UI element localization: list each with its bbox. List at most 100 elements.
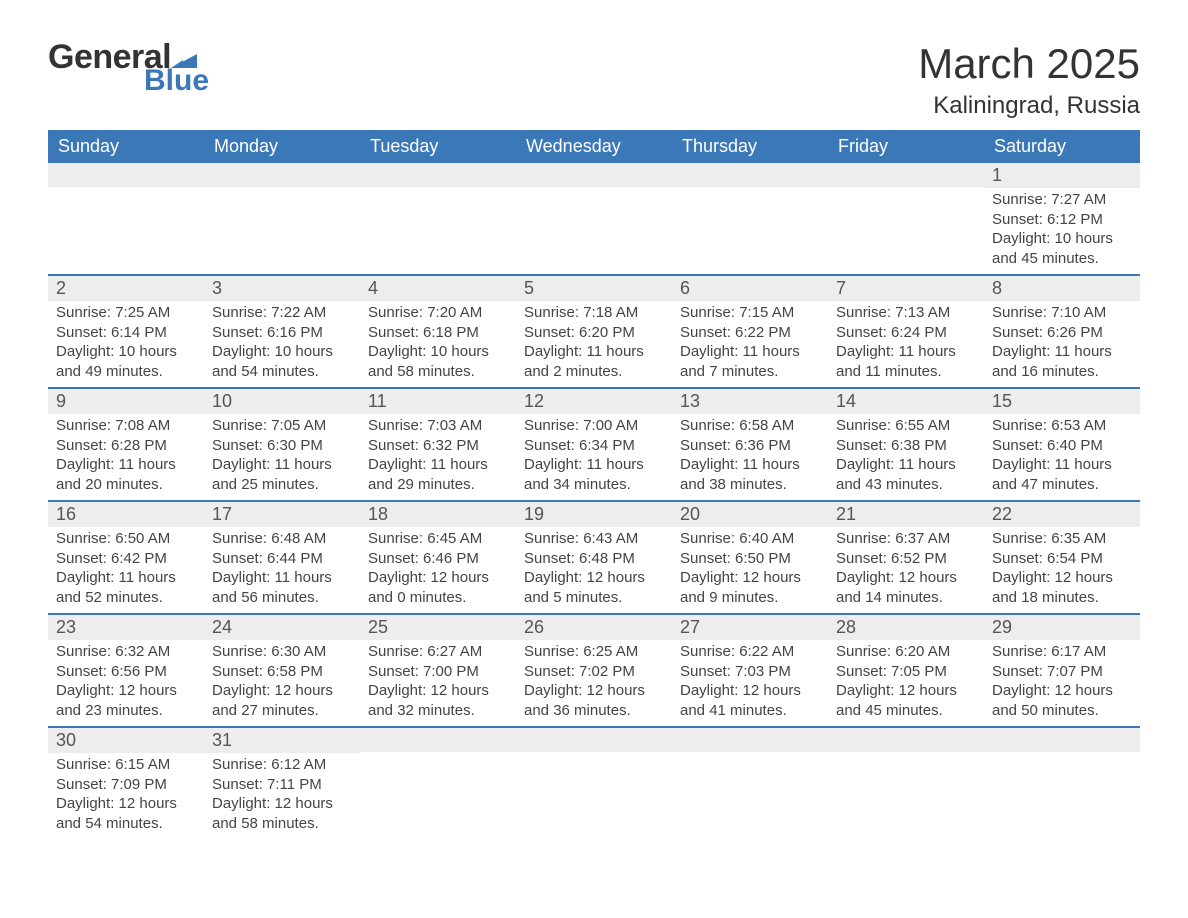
sunset-text: Sunset: 6:46 PM — [368, 549, 508, 569]
day-number: 10 — [204, 389, 360, 414]
daylight-line1: Daylight: 12 hours — [836, 681, 976, 701]
sunrise-text: Sunrise: 7:25 AM — [56, 303, 196, 323]
calendar-day-cell: 8Sunrise: 7:10 AMSunset: 6:26 PMDaylight… — [984, 275, 1140, 388]
calendar-week-row: 9Sunrise: 7:08 AMSunset: 6:28 PMDaylight… — [48, 388, 1140, 501]
daylight-line1: Daylight: 11 hours — [56, 568, 196, 588]
calendar-day-cell: 5Sunrise: 7:18 AMSunset: 6:20 PMDaylight… — [516, 275, 672, 388]
calendar-week-row: 16Sunrise: 6:50 AMSunset: 6:42 PMDayligh… — [48, 501, 1140, 614]
dayheader-monday: Monday — [204, 130, 360, 163]
daylight-line1: Daylight: 12 hours — [992, 681, 1132, 701]
day-body — [516, 752, 672, 832]
day-body: Sunrise: 7:27 AMSunset: 6:12 PMDaylight:… — [984, 188, 1140, 274]
sunrise-text: Sunrise: 7:13 AM — [836, 303, 976, 323]
dayheader-sunday: Sunday — [48, 130, 204, 163]
sunrise-text: Sunrise: 6:30 AM — [212, 642, 352, 662]
day-number — [360, 163, 516, 187]
calendar-day-cell: 6Sunrise: 7:15 AMSunset: 6:22 PMDaylight… — [672, 275, 828, 388]
sunset-text: Sunset: 7:09 PM — [56, 775, 196, 795]
day-body: Sunrise: 6:12 AMSunset: 7:11 PMDaylight:… — [204, 753, 360, 839]
calendar-week-row: 2Sunrise: 7:25 AMSunset: 6:14 PMDaylight… — [48, 275, 1140, 388]
day-body — [204, 187, 360, 267]
day-number: 9 — [48, 389, 204, 414]
calendar-day-cell: 14Sunrise: 6:55 AMSunset: 6:38 PMDayligh… — [828, 388, 984, 501]
day-number: 19 — [516, 502, 672, 527]
sunrise-text: Sunrise: 6:45 AM — [368, 529, 508, 549]
day-number — [828, 163, 984, 187]
sunset-text: Sunset: 6:48 PM — [524, 549, 664, 569]
daylight-line1: Daylight: 11 hours — [56, 455, 196, 475]
day-number — [672, 728, 828, 752]
day-number: 8 — [984, 276, 1140, 301]
daylight-line2: and 58 minutes. — [368, 362, 508, 382]
day-body: Sunrise: 7:15 AMSunset: 6:22 PMDaylight:… — [672, 301, 828, 387]
day-number: 26 — [516, 615, 672, 640]
day-body: Sunrise: 6:30 AMSunset: 6:58 PMDaylight:… — [204, 640, 360, 726]
day-number — [516, 728, 672, 752]
day-body — [984, 752, 1140, 832]
day-number: 4 — [360, 276, 516, 301]
day-body: Sunrise: 6:22 AMSunset: 7:03 PMDaylight:… — [672, 640, 828, 726]
daylight-line1: Daylight: 12 hours — [56, 794, 196, 814]
day-body: Sunrise: 6:55 AMSunset: 6:38 PMDaylight:… — [828, 414, 984, 500]
day-number: 7 — [828, 276, 984, 301]
sunrise-text: Sunrise: 6:43 AM — [524, 529, 664, 549]
sunset-text: Sunset: 6:22 PM — [680, 323, 820, 343]
daylight-line2: and 47 minutes. — [992, 475, 1132, 495]
day-number: 11 — [360, 389, 516, 414]
daylight-line1: Daylight: 12 hours — [212, 681, 352, 701]
calendar-day-cell — [672, 727, 828, 839]
calendar-day-cell — [828, 163, 984, 275]
daylight-line1: Daylight: 11 hours — [368, 455, 508, 475]
sunrise-text: Sunrise: 6:35 AM — [992, 529, 1132, 549]
day-number: 23 — [48, 615, 204, 640]
calendar-day-cell: 20Sunrise: 6:40 AMSunset: 6:50 PMDayligh… — [672, 501, 828, 614]
daylight-line2: and 5 minutes. — [524, 588, 664, 608]
day-number: 13 — [672, 389, 828, 414]
calendar-day-cell: 11Sunrise: 7:03 AMSunset: 6:32 PMDayligh… — [360, 388, 516, 501]
calendar-day-cell — [360, 727, 516, 839]
day-number — [48, 163, 204, 187]
dayheader-tuesday: Tuesday — [360, 130, 516, 163]
sunset-text: Sunset: 6:34 PM — [524, 436, 664, 456]
daylight-line2: and 20 minutes. — [56, 475, 196, 495]
daylight-line1: Daylight: 12 hours — [56, 681, 196, 701]
day-number: 15 — [984, 389, 1140, 414]
daylight-line2: and 11 minutes. — [836, 362, 976, 382]
calendar-day-cell: 3Sunrise: 7:22 AMSunset: 6:16 PMDaylight… — [204, 275, 360, 388]
day-number: 24 — [204, 615, 360, 640]
sunrise-text: Sunrise: 7:08 AM — [56, 416, 196, 436]
sunset-text: Sunset: 6:38 PM — [836, 436, 976, 456]
sunset-text: Sunset: 6:36 PM — [680, 436, 820, 456]
calendar-day-cell: 2Sunrise: 7:25 AMSunset: 6:14 PMDaylight… — [48, 275, 204, 388]
calendar-day-cell: 21Sunrise: 6:37 AMSunset: 6:52 PMDayligh… — [828, 501, 984, 614]
day-body: Sunrise: 7:00 AMSunset: 6:34 PMDaylight:… — [516, 414, 672, 500]
sunset-text: Sunset: 6:52 PM — [836, 549, 976, 569]
calendar-day-cell: 31Sunrise: 6:12 AMSunset: 7:11 PMDayligh… — [204, 727, 360, 839]
calendar-day-cell — [672, 163, 828, 275]
calendar-day-cell: 9Sunrise: 7:08 AMSunset: 6:28 PMDaylight… — [48, 388, 204, 501]
daylight-line2: and 49 minutes. — [56, 362, 196, 382]
sunset-text: Sunset: 6:16 PM — [212, 323, 352, 343]
day-body: Sunrise: 7:18 AMSunset: 6:20 PMDaylight:… — [516, 301, 672, 387]
month-title: March 2025 — [918, 40, 1140, 88]
calendar-day-cell: 19Sunrise: 6:43 AMSunset: 6:48 PMDayligh… — [516, 501, 672, 614]
calendar-day-cell: 17Sunrise: 6:48 AMSunset: 6:44 PMDayligh… — [204, 501, 360, 614]
sunset-text: Sunset: 6:30 PM — [212, 436, 352, 456]
title-block: March 2025 Kaliningrad, Russia — [918, 40, 1140, 120]
sunset-text: Sunset: 6:50 PM — [680, 549, 820, 569]
sunrise-text: Sunrise: 6:22 AM — [680, 642, 820, 662]
daylight-line2: and 23 minutes. — [56, 701, 196, 721]
sunset-text: Sunset: 7:05 PM — [836, 662, 976, 682]
sunset-text: Sunset: 6:58 PM — [212, 662, 352, 682]
daylight-line1: Daylight: 12 hours — [368, 681, 508, 701]
daylight-line2: and 41 minutes. — [680, 701, 820, 721]
sunrise-text: Sunrise: 6:17 AM — [992, 642, 1132, 662]
sunset-text: Sunset: 6:54 PM — [992, 549, 1132, 569]
day-body — [672, 187, 828, 267]
day-body: Sunrise: 6:43 AMSunset: 6:48 PMDaylight:… — [516, 527, 672, 613]
sunrise-text: Sunrise: 6:58 AM — [680, 416, 820, 436]
sunrise-text: Sunrise: 6:37 AM — [836, 529, 976, 549]
sunrise-text: Sunrise: 6:53 AM — [992, 416, 1132, 436]
calendar-day-cell: 16Sunrise: 6:50 AMSunset: 6:42 PMDayligh… — [48, 501, 204, 614]
sunrise-text: Sunrise: 7:22 AM — [212, 303, 352, 323]
